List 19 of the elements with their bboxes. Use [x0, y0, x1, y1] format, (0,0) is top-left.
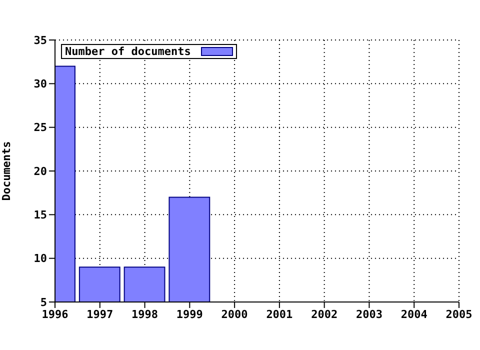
- x-tick-label: 2005: [446, 308, 472, 321]
- x-tick-label: 1997: [86, 308, 114, 321]
- y-tick-label: 20: [34, 164, 47, 178]
- y-tick-label: 35: [34, 34, 47, 47]
- x-tick-label: 2001: [266, 308, 294, 321]
- x-tick-label: 2003: [356, 308, 382, 321]
- x-tick-label: 1999: [176, 308, 203, 321]
- y-tick-label: 30: [34, 78, 47, 91]
- x-tick-label: 1996: [42, 308, 69, 321]
- x-tick-label: 1998: [132, 308, 158, 321]
- y-axis-title: Documents: [0, 141, 13, 201]
- y-tick-label: 10: [34, 252, 47, 266]
- y-tick-label: 25: [34, 121, 47, 134]
- x-tick-label: 2002: [311, 308, 338, 321]
- x-tick-label: 2000: [221, 308, 248, 321]
- y-tick-label: 5: [40, 296, 47, 309]
- x-tick-label: 2004: [400, 308, 428, 321]
- y-tick-label: 15: [34, 208, 47, 222]
- legend-label: Number of documents: [65, 45, 191, 58]
